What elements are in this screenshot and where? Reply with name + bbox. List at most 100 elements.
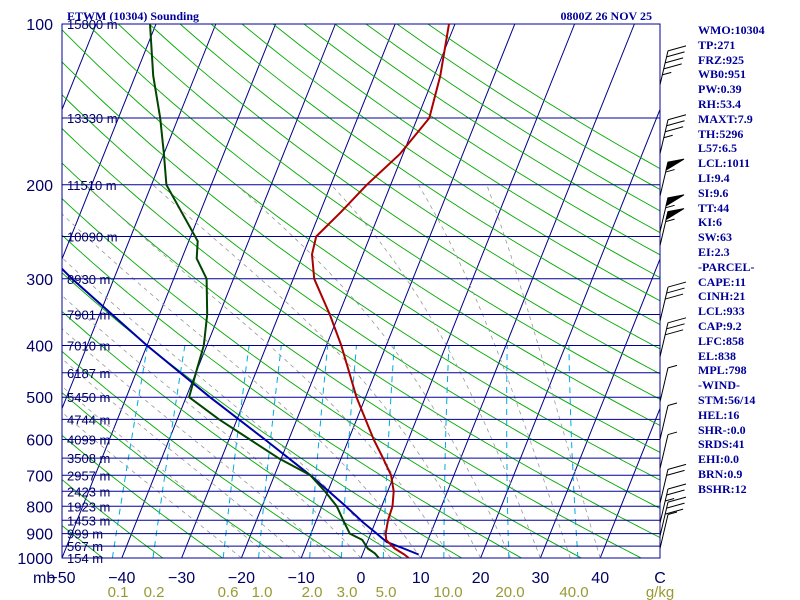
sounding-index-item: EL:838 (698, 348, 737, 363)
wind-barb (659, 496, 687, 537)
dry-adiabat-line (86, 24, 660, 427)
wind-barb-full (667, 45, 687, 52)
pressure-label: 700 (26, 468, 53, 485)
mixing-ratio-label: 5.0 (376, 584, 397, 600)
wind-barb-half (664, 498, 675, 502)
height-label: 5450 m (67, 390, 110, 405)
pressure-unit-label: mb (33, 570, 55, 587)
height-label: 15800 m (67, 17, 118, 32)
moist-adiabat-line (62, 213, 422, 558)
wind-barb-half (663, 134, 673, 139)
moist-adiabat-line (62, 328, 332, 558)
sounding-index-item: CINH:21 (698, 289, 746, 304)
wind-barb-full (667, 463, 687, 470)
sounding-index-item: TT:44 (698, 200, 730, 215)
sounding-index-item: CAPE:11 (698, 274, 746, 289)
sounding-index-item: BSHR:12 (698, 481, 747, 496)
wind-barb-full (663, 63, 682, 70)
wind-barb-staff (659, 322, 669, 357)
sounding-index-item: KI:6 (698, 215, 722, 230)
dry-adiabat-line (62, 310, 403, 558)
pressure-label: 600 (26, 433, 53, 450)
sounding-index-item: SHR-:0.0 (698, 422, 746, 437)
height-label: 3508 m (67, 451, 110, 466)
mixing-ratio-label: 3.0 (337, 584, 358, 600)
pressure-label: 800 (26, 499, 53, 516)
sounding-index-item: TH:5296 (698, 126, 744, 141)
mixing-ratio-line (506, 345, 510, 558)
sounding-index-item: LCL:933 (698, 304, 745, 319)
sounding-index-item: WB0:951 (698, 67, 746, 82)
wind-barb (659, 45, 687, 85)
temperature-tick-label: C (654, 570, 666, 587)
isotherm-line (62, 24, 217, 410)
chart-title: ETWM (10304) Sounding (67, 9, 199, 23)
sounding-index-item: LI:9.4 (698, 170, 730, 185)
sounding-index-item: EHI:0.0 (698, 452, 740, 467)
mixing-ratio-label: 2.0 (302, 584, 323, 600)
sounding-index-item: EI:2.3 (698, 244, 730, 259)
wind-barb (659, 364, 678, 402)
moist-adiabat-line (62, 294, 362, 558)
mixing-ratio-label: g/kg (646, 584, 674, 600)
mixing-ratio-line (152, 345, 186, 558)
pressure-label: 1000 (17, 551, 53, 568)
wind-barb-full (664, 293, 684, 300)
pressure-label: 300 (26, 272, 53, 289)
sounding-index-item: STM:56/14 (698, 392, 756, 407)
height-label: 13330 m (67, 111, 118, 126)
wind-barb (659, 483, 687, 524)
sounding-index-item: -PARCEL- (698, 259, 755, 274)
wind-barb-half (662, 71, 672, 76)
wind-barb-half (665, 218, 675, 223)
height-label: 2423 m (67, 484, 110, 499)
isotherm-line (539, 257, 660, 558)
temperature-tick-label: −30 (168, 570, 195, 587)
isotherm-line (240, 24, 456, 558)
temperature-tick-label: −10 (288, 570, 315, 587)
wind-barb-full (666, 469, 685, 476)
temperature-tick-label: 0 (357, 570, 366, 587)
wind-barb-staff (659, 405, 669, 440)
wind-barbs (659, 45, 687, 549)
sounding-index-item: WMO:10304 (698, 23, 765, 37)
moist-adiabat-line (85, 184, 452, 558)
profile-lines (62, 24, 450, 558)
mixing-ratio-label: 10.0 (433, 584, 462, 600)
wind-barb (659, 511, 678, 549)
wind-barb-half (667, 402, 678, 407)
sounding-index-item: LFC:858 (698, 333, 744, 348)
height-label: 6187 m (67, 366, 110, 381)
sounding-index-item: -WIND- (698, 378, 740, 393)
wind-barb-full (667, 281, 687, 288)
isotherm-line (121, 24, 336, 558)
height-label: 7010 m (67, 339, 110, 354)
wind-barb (659, 431, 678, 469)
wind-barb-half (667, 431, 678, 436)
isotherm-line (181, 24, 396, 558)
temperature-line (311, 24, 450, 558)
temperature-tick-label: −20 (228, 570, 255, 587)
pressure-label: 400 (26, 339, 53, 356)
height-label: 567 m (67, 539, 103, 554)
wind-barb (659, 208, 685, 246)
mixing-ratio-label: 0.1 (108, 584, 129, 600)
pressure-label: 500 (26, 390, 53, 407)
wind-barb-half (667, 511, 678, 516)
wind-barb-full (667, 317, 687, 324)
sounding-index-item: SW:63 (698, 230, 733, 245)
height-label: 7901 m (67, 308, 110, 323)
isotherm-line (300, 24, 516, 558)
sounding-index-item: TP:271 (698, 37, 736, 52)
moist-adiabat-line (62, 257, 392, 558)
wind-barb-full (667, 483, 687, 490)
temperature-tick-label: 30 (532, 570, 550, 587)
isotherm-line (420, 24, 635, 558)
temperature-tick-label: −40 (108, 570, 135, 587)
sounding-index-item: MAXT:7.9 (698, 111, 753, 126)
wind-barb-flag (665, 194, 685, 207)
wind-barb (659, 194, 685, 232)
wind-barb-full (667, 114, 687, 121)
